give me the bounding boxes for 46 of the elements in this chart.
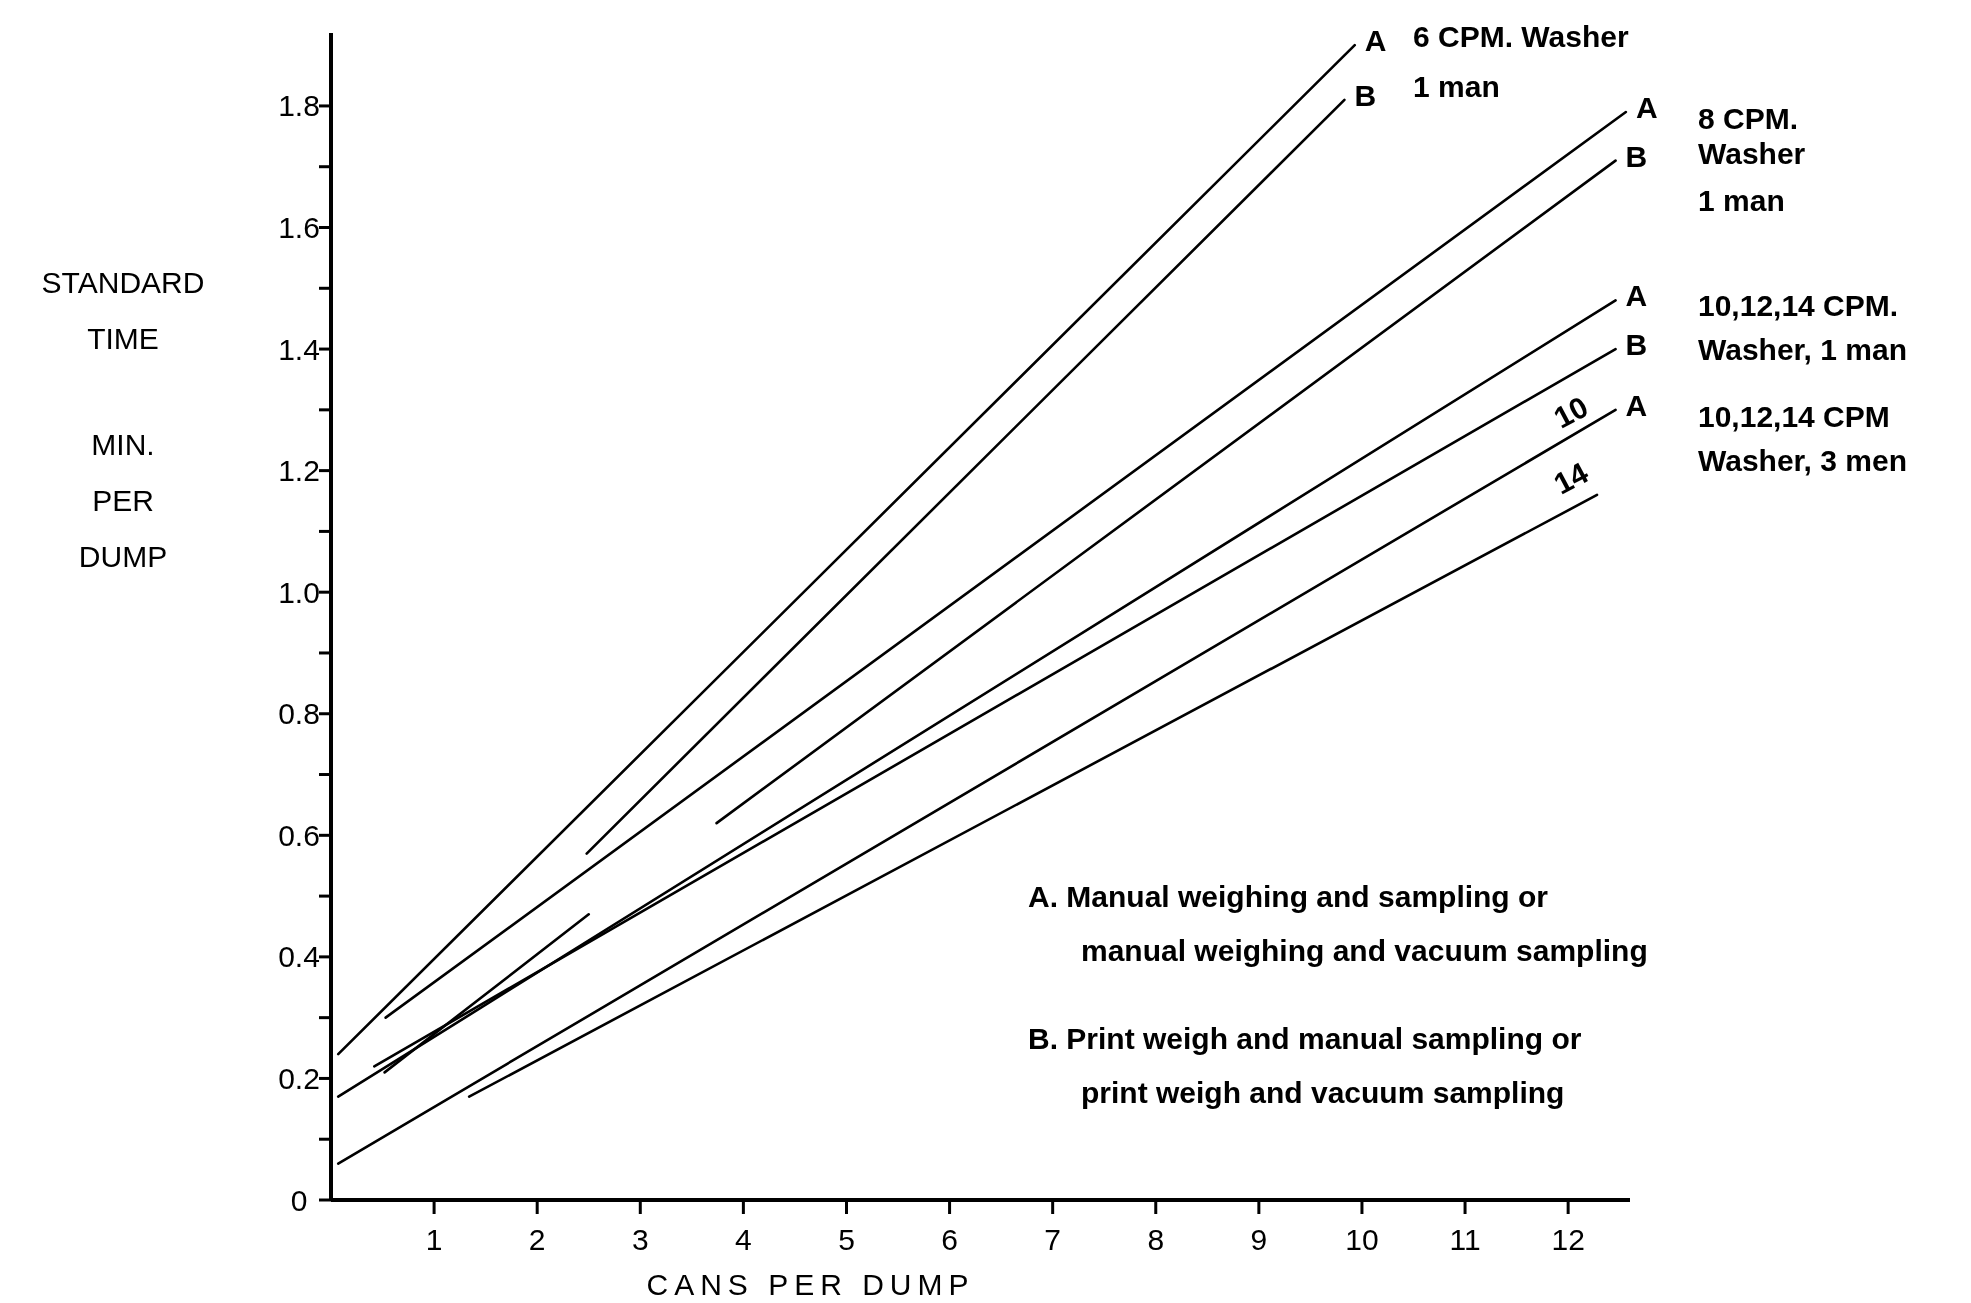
annotation: 10 [1548,389,1594,435]
text: Washer, 1 man [1698,332,1907,366]
y-tick-label: 1.6 [278,211,320,244]
text: Washer, 3 men [1698,443,1907,477]
series-label: A [1625,279,1648,313]
series-label: A [1625,388,1648,422]
text: STANDARD TIME MIN. PER DUMP [41,266,205,573]
x-tick-label: 7 [1044,1223,1062,1256]
y-tick-label: 0.2 [278,1061,320,1095]
annotation: 1 man [1413,69,1500,103]
series-label: B [1625,139,1648,173]
annotation: manual weighing and vacuum sampling [1081,933,1648,967]
text: 8 CPM. [1698,101,1799,135]
annotation: B. Print weigh and manual sampling or [1028,1021,1582,1055]
x-tick-label: 4 [735,1223,752,1256]
text: 1 man [1698,183,1785,217]
x-tick-label: 5 [838,1223,855,1256]
x-tick-label: 6 [941,1223,958,1256]
x-tick-label: 11 [1449,1223,1481,1256]
y-tick-label: 0 [290,1183,308,1217]
x-tick-label: 3 [631,1223,649,1256]
series-label: A [1364,24,1387,58]
series-label: B [1354,78,1377,112]
annotation: 14 [1548,455,1594,501]
x-axis-title: CANS PER DUMP [646,1268,975,1301]
x-tick-label: 8 [1147,1223,1165,1256]
x-tick-label: 12 [1551,1223,1585,1256]
y-tick-label: 1.2 [278,454,320,488]
y-tick-label: 0.6 [278,818,320,852]
y-tick-label: 1.8 [278,89,320,123]
series-label: A [1635,91,1658,125]
y-tick-label: 1.4 [278,332,320,366]
text: 10,12,14 CPM. [1698,288,1899,322]
y-tick-label: 0.8 [278,697,320,731]
x-tick-label: 9 [1250,1223,1268,1256]
x-tick-label: 1 [425,1223,443,1256]
annotation: 6 CPM. Washer [1413,19,1629,53]
x-tick-label: 2 [528,1223,546,1256]
annotation: A. Manual weighing and sampling or [1028,879,1549,913]
text: Washer [1698,136,1806,170]
series-label: B [1625,328,1648,362]
y-tick-label: 1.0 [278,575,320,609]
annotation: print weigh and vacuum sampling [1081,1075,1565,1109]
text: 10,12,14 CPM [1698,399,1890,433]
y-tick-label: 0.4 [278,940,320,974]
x-tick-label: 10 [1345,1223,1379,1256]
